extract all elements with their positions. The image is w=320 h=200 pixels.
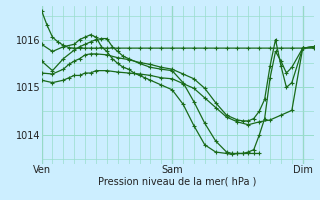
- X-axis label: Pression niveau de la mer( hPa ): Pression niveau de la mer( hPa ): [99, 177, 257, 187]
